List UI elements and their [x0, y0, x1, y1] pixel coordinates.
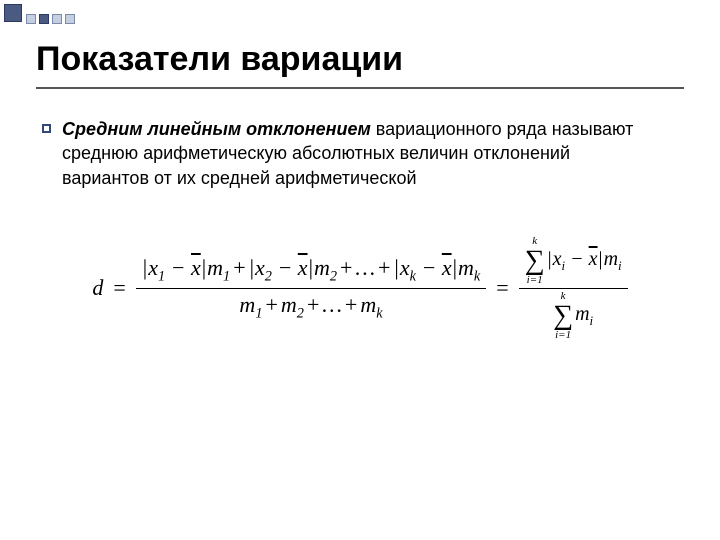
formula-container: d = |x1 − x|m1+|x2 − x|m2+…+|xk − x|mk m… — [36, 234, 684, 343]
bullet-icon — [42, 124, 51, 133]
decor-square — [26, 14, 36, 24]
decor-square — [4, 4, 22, 22]
sum-lower: i=1 — [527, 275, 543, 286]
corner-decoration — [4, 4, 22, 22]
formula-lhs: d — [92, 275, 103, 301]
sum-denominator-body: mi — [575, 303, 593, 329]
expanded-denominator: m1+m2+…+mk — [233, 289, 388, 325]
decor-square — [39, 14, 49, 24]
title-rule — [36, 87, 684, 89]
equals-sign: = — [492, 275, 512, 301]
expanded-numerator: |x1 − x|m1+|x2 − x|m2+…+|xk − x|mk — [136, 252, 486, 288]
sigma-icon: k ∑ i=1 — [553, 291, 573, 341]
decor-square — [52, 14, 62, 24]
summation-fraction: k ∑ i=1 |xi − x|mi k ∑ i=1 — [519, 234, 628, 343]
sigma-icon: k ∑ i=1 — [525, 236, 545, 286]
mean-linear-deviation-formula: d = |x1 − x|m1+|x2 − x|m2+…+|xk − x|mk m… — [92, 234, 627, 343]
definition-paragraph: Средним линейным отклонением вариационно… — [62, 117, 662, 190]
expanded-fraction: |x1 − x|m1+|x2 − x|m2+…+|xk − x|mk m1+m2… — [136, 252, 486, 326]
slide-title: Показатели вариации — [36, 40, 684, 79]
equals-sign: = — [109, 275, 129, 301]
sum-lower: i=1 — [555, 330, 571, 341]
summation-denominator: k ∑ i=1 mi — [547, 289, 599, 343]
summation-numerator: k ∑ i=1 |xi − x|mi — [519, 234, 628, 288]
sum-numerator-body: |xi − x|mi — [547, 248, 622, 274]
slide-content: Показатели вариации Средним линейным отк… — [0, 0, 720, 363]
definition-term: Средним линейным отклонением — [62, 119, 371, 139]
decor-square — [65, 14, 75, 24]
